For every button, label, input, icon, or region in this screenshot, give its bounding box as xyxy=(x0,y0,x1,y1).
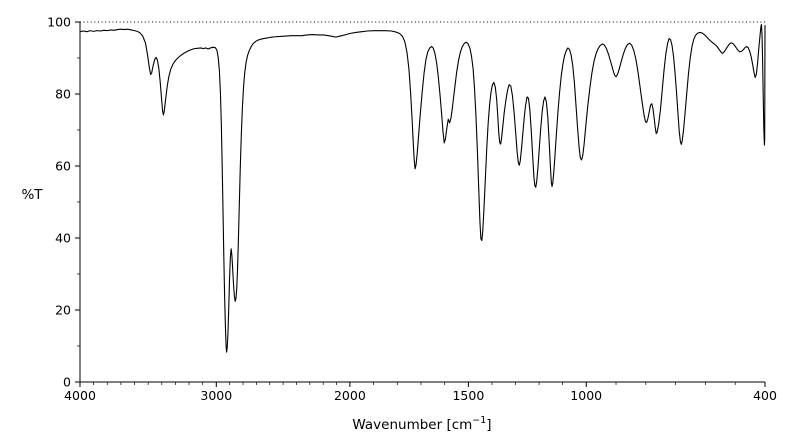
x-axis-label-prefix: Wavenumber [cm xyxy=(352,417,472,433)
x-tick-label: 4000 xyxy=(64,388,96,403)
x-tick-label: 3000 xyxy=(200,388,232,403)
y-axis-label: %T xyxy=(21,187,43,203)
x-tick-label: 1500 xyxy=(452,388,484,403)
x-axis-label: Wavenumber [cm−1] xyxy=(352,415,491,433)
y-tick-label: 100 xyxy=(47,15,71,30)
x-axis-label-superscript: −1 xyxy=(472,415,486,426)
y-tick-label: 0 xyxy=(63,375,71,390)
x-tick-label: 2000 xyxy=(334,388,366,403)
y-tick-label: 60 xyxy=(55,159,71,174)
y-tick-label: 80 xyxy=(55,87,71,102)
x-axis-label-suffix: ] xyxy=(486,417,491,433)
spectrum-line xyxy=(79,23,766,353)
x-tick-label: 400 xyxy=(753,388,777,403)
x-tick-label: 1000 xyxy=(570,388,602,403)
y-tick-label: 20 xyxy=(55,303,71,318)
y-tick-label: 40 xyxy=(55,231,71,246)
